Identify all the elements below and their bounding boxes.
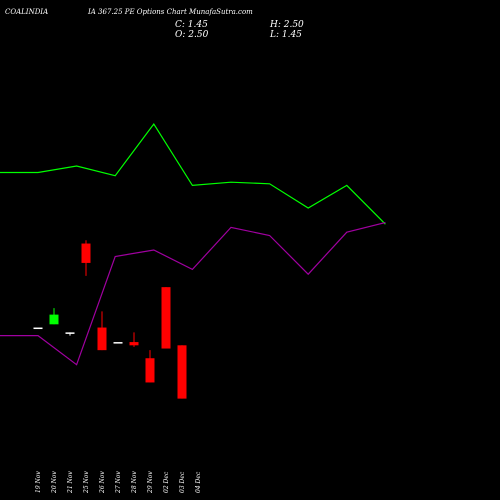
candle-body: [177, 345, 187, 399]
high-value: H: 2.50: [269, 20, 304, 30]
date-label: 02 Dec: [163, 471, 170, 493]
candles: [33, 240, 187, 399]
date-label: 21 Nov: [67, 471, 74, 494]
candle-body: [49, 314, 59, 325]
date-label: 19 Nov: [35, 471, 42, 493]
open-value: O: 2.50: [175, 30, 209, 40]
chart-symbol: COALINDIA: [5, 8, 48, 16]
date-label: 25 Nov: [83, 471, 90, 494]
date-axis: 19 Nov 20 Nov 21 Nov 25 Nov 26 Nov 27 Nov 28 N…: [35, 471, 202, 494]
date-label: 04 Dec: [195, 471, 202, 493]
candle-body: [129, 342, 139, 346]
candle-body: [97, 327, 107, 351]
indicator-lines: [0, 122, 386, 366]
date-label: 26 Nov: [99, 471, 106, 494]
date-label: 28 Nov: [131, 471, 138, 494]
date-label: 20 Nov: [51, 471, 58, 494]
date-label: 29 Nov: [147, 471, 154, 494]
low-value: L: 1.45: [269, 30, 302, 40]
close-value: C: 1.45: [175, 20, 208, 30]
date-label: 03 Dec: [179, 471, 186, 493]
candle-body: [65, 332, 75, 334]
candle-body: [145, 358, 155, 383]
candle-body: [81, 243, 91, 263]
candle-body: [113, 342, 123, 344]
upper-line: [0, 122, 386, 225]
candle-body: [33, 327, 43, 330]
chart-subtitle: IA 367.25 PE Options Chart MunafaSutra.c…: [87, 8, 253, 16]
candle-body: [161, 287, 171, 349]
date-label: 27 Nov: [115, 471, 122, 494]
lower-line: [0, 221, 386, 366]
